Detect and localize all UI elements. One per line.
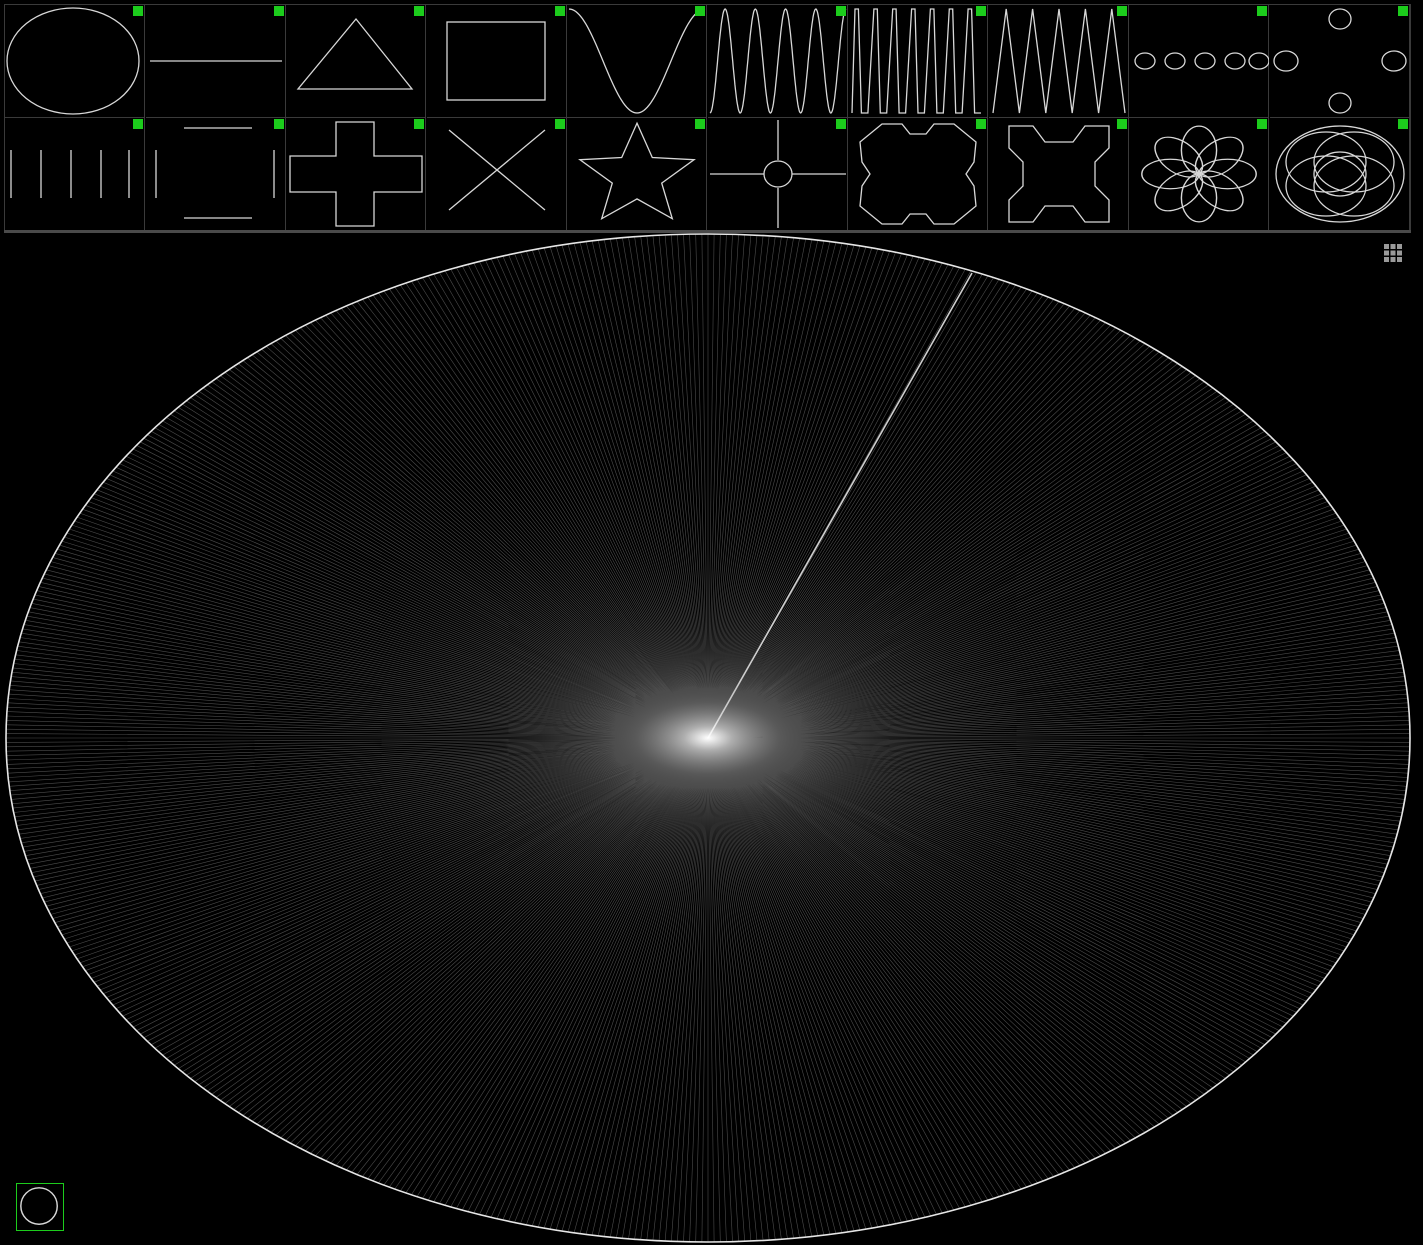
pattern-tile-flower-petals[interactable]	[1129, 118, 1269, 231]
horizontal-line-icon	[149, 60, 282, 62]
pattern-tile-sine-wave[interactable]	[567, 5, 707, 118]
pattern-tile-sawtooth-wave[interactable]	[988, 5, 1129, 118]
selection-badge[interactable]	[554, 119, 565, 129]
notched-cross-icon	[859, 123, 977, 225]
selection-badge[interactable]	[1397, 119, 1408, 129]
selection-badge[interactable]	[976, 6, 986, 16]
selection-badge[interactable]	[133, 6, 143, 16]
pattern-tile-vertical-bars[interactable]	[5, 118, 145, 231]
selection-badge[interactable]	[976, 119, 986, 129]
selection-badge[interactable]	[554, 6, 565, 16]
triangle-icon	[296, 17, 414, 90]
pattern-tile-four-ellipses[interactable]	[1269, 5, 1410, 118]
pattern-tile-dotted-ellipses[interactable]	[1129, 5, 1269, 118]
overlapping-ellipses-icon	[1274, 125, 1405, 223]
selection-badge[interactable]	[695, 119, 705, 129]
circle-icon	[20, 1187, 58, 1225]
pattern-tile-triangle[interactable]	[286, 5, 426, 118]
current-shape-preview[interactable]	[16, 1183, 64, 1231]
pattern-tile-horizontal-line[interactable]	[145, 5, 286, 118]
pattern-palette	[4, 4, 1411, 231]
selection-badge[interactable]	[1257, 6, 1267, 16]
pattern-tile-notched-cross[interactable]	[848, 118, 988, 231]
star-icon	[578, 121, 696, 221]
pattern-tile-star[interactable]	[567, 118, 707, 231]
grid-icon	[1384, 244, 1402, 262]
selection-badge[interactable]	[695, 6, 705, 16]
center-glow	[588, 678, 828, 798]
sawtooth-wave-icon	[991, 8, 1126, 114]
selection-badge[interactable]	[133, 119, 143, 129]
highlighted-spoke	[707, 272, 973, 739]
vertical-bars-icon	[10, 150, 130, 198]
selection-badge[interactable]	[414, 119, 424, 129]
selection-badge[interactable]	[273, 6, 284, 16]
crosshair-circle-icon	[709, 120, 846, 228]
sine-wave-icon	[568, 8, 706, 114]
selection-badge[interactable]	[414, 6, 424, 16]
pattern-tile-crosshair-circle[interactable]	[707, 118, 848, 231]
pattern-tile-square-wave[interactable]	[848, 5, 988, 118]
pattern-tile-plus-shape[interactable]	[286, 118, 426, 231]
dotted-ellipses-icon	[1134, 52, 1269, 70]
x-cross-icon	[448, 129, 545, 211]
ellipse-icon	[6, 7, 140, 115]
selection-badge[interactable]	[1116, 119, 1127, 129]
plus-shape-icon	[289, 121, 423, 227]
ellipse-outline	[5, 233, 1411, 1243]
palette-divider	[4, 230, 1411, 233]
radial-spokes	[5, 233, 1411, 1243]
pattern-tile-overlapping-ellipses[interactable]	[1269, 118, 1410, 231]
four-ellipses-icon	[1272, 8, 1407, 114]
selection-badge[interactable]	[835, 6, 846, 16]
pattern-tile-high-frequency-wave[interactable]	[707, 5, 848, 118]
selection-badge[interactable]	[1397, 6, 1408, 16]
rectangle-icon	[445, 21, 546, 101]
selection-badge[interactable]	[1257, 119, 1267, 129]
main-drawing-canvas[interactable]	[4, 233, 1411, 1243]
rounded-cross-icon	[1007, 125, 1110, 223]
pattern-tile-x-cross[interactable]	[426, 118, 567, 231]
pattern-tile-rectangle[interactable]	[426, 5, 567, 118]
pattern-tile-rounded-cross[interactable]	[988, 118, 1129, 231]
flower-petals-icon	[1141, 125, 1257, 223]
selection-badge[interactable]	[273, 119, 284, 129]
selection-badge[interactable]	[835, 119, 846, 129]
pattern-tile-ellipse[interactable]	[5, 5, 145, 118]
square-wave-icon	[851, 8, 981, 114]
grid-view-toggle-button[interactable]	[1382, 242, 1404, 264]
bracket-square-icon	[154, 127, 275, 219]
high-frequency-wave-icon	[709, 8, 846, 114]
pattern-tile-bracket-square[interactable]	[145, 118, 286, 231]
selection-badge[interactable]	[1116, 6, 1127, 16]
